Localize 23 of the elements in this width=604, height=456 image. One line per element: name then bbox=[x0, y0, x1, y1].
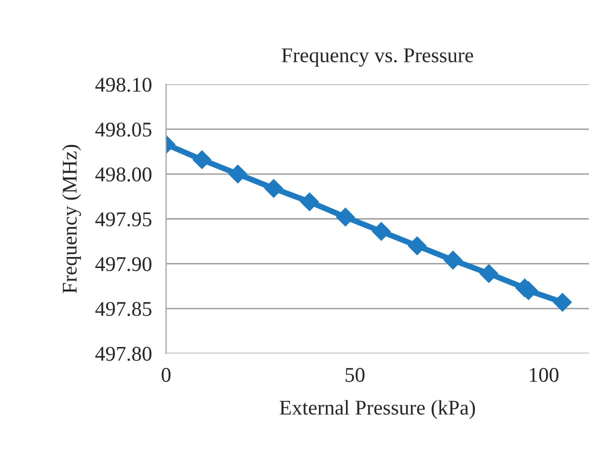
point bbox=[192, 150, 212, 170]
y-axis-title: Frequency (MHz) bbox=[62, 144, 82, 294]
x-tick-label: 100 bbox=[530, 368, 558, 382]
y-tick-label: 498.05 bbox=[95, 122, 152, 137]
point bbox=[553, 292, 572, 312]
point bbox=[444, 250, 462, 270]
point bbox=[300, 192, 319, 212]
point bbox=[228, 164, 248, 184]
point bbox=[372, 222, 391, 241]
chart-title: Frequency vs. Pressure bbox=[282, 48, 474, 67]
point bbox=[480, 264, 498, 283]
x-tick-label: 50 bbox=[346, 368, 364, 382]
x-axis-title: External Pressure (kPa) bbox=[280, 400, 475, 419]
point bbox=[264, 179, 284, 198]
y-tick-label: 497.90 bbox=[95, 257, 152, 272]
point bbox=[408, 236, 426, 256]
x-tick-label: 0 bbox=[162, 368, 171, 382]
y-tick-label: 498.00 bbox=[95, 167, 152, 182]
y-tick-label: 498.10 bbox=[95, 78, 152, 92]
point bbox=[336, 208, 355, 226]
y-tick-label: 497.95 bbox=[95, 212, 152, 226]
y-tick-label: 497.85 bbox=[95, 302, 152, 316]
y-tick-label: 497.80 bbox=[95, 346, 152, 361]
